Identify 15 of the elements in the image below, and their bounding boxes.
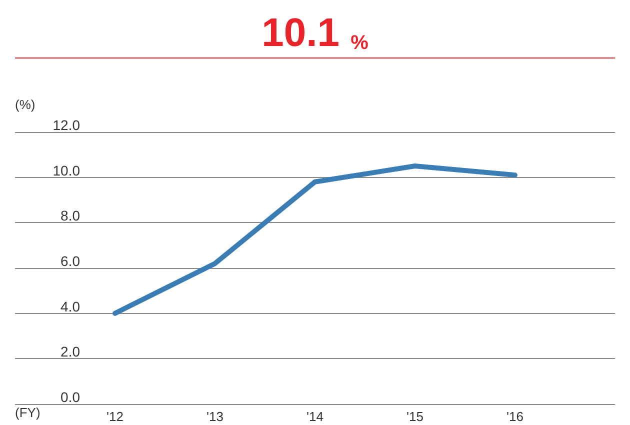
y-tick-label: 8.0	[60, 208, 80, 224]
y-tick-label: 2.0	[60, 344, 80, 360]
x-tick-label: '16	[506, 409, 524, 424]
y-axis-title: (%)	[15, 97, 36, 112]
x-tick-label: '13	[206, 409, 224, 424]
y-tick-label: 6.0	[60, 253, 80, 269]
y-tick-label: 4.0	[60, 298, 80, 314]
x-tick-label: '12	[106, 409, 124, 424]
chart-title: 10.1 %	[262, 11, 369, 55]
y-tick-label: 0.0	[60, 389, 80, 405]
x-tick-label: '15	[406, 409, 424, 424]
x-tick-label: '14	[306, 409, 324, 424]
x-axis-title: (FY)	[15, 405, 40, 420]
y-tick-label: 10.0	[52, 162, 80, 178]
y-tick-label: 12.0	[52, 117, 80, 133]
